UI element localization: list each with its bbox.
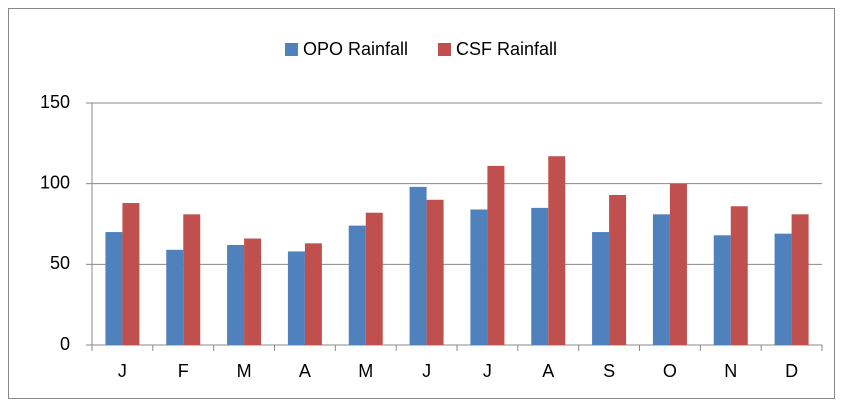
x-tick-label: J: [118, 361, 127, 381]
bar: [470, 209, 488, 345]
x-tick-label: D: [785, 361, 798, 381]
x-tick-label: A: [299, 361, 311, 381]
bar: [531, 207, 549, 345]
x-tick-label: M: [358, 361, 373, 381]
bar: [548, 156, 566, 345]
legend-swatch: [284, 43, 298, 56]
bar: [592, 232, 610, 345]
bar: [409, 186, 427, 345]
y-tick-label: 50: [50, 253, 70, 273]
bar: [244, 238, 262, 345]
y-tick-label: 0: [60, 334, 70, 354]
x-tick-label: S: [603, 361, 615, 381]
bar: [166, 249, 184, 345]
bar: [304, 243, 322, 345]
bar: [487, 165, 505, 345]
x-tick-label: M: [237, 361, 252, 381]
bar: [122, 203, 140, 345]
bar: [227, 244, 245, 345]
x-tick-label: O: [663, 361, 677, 381]
bar: [183, 214, 201, 345]
bar: [287, 251, 305, 345]
x-tick-label: J: [422, 361, 431, 381]
bar: [791, 214, 809, 345]
y-tick-label: 150: [40, 92, 70, 112]
x-tick-label: F: [178, 361, 189, 381]
legend-label: OPO Rainfall: [303, 39, 408, 59]
x-tick-label: J: [483, 361, 492, 381]
bar: [426, 199, 444, 345]
legend-label: CSF Rainfall: [456, 39, 557, 59]
x-tick-label: N: [724, 361, 737, 381]
bar: [652, 214, 670, 345]
bar: [730, 206, 748, 345]
y-tick-label: 100: [40, 172, 70, 192]
bar: [713, 235, 731, 345]
bar: [669, 183, 687, 345]
x-tick-label: A: [542, 361, 554, 381]
bar: [348, 225, 366, 345]
bar: [365, 212, 383, 345]
bar: [774, 233, 792, 345]
bar: [105, 232, 123, 345]
legend-swatch: [438, 43, 452, 56]
bar: [609, 194, 627, 345]
